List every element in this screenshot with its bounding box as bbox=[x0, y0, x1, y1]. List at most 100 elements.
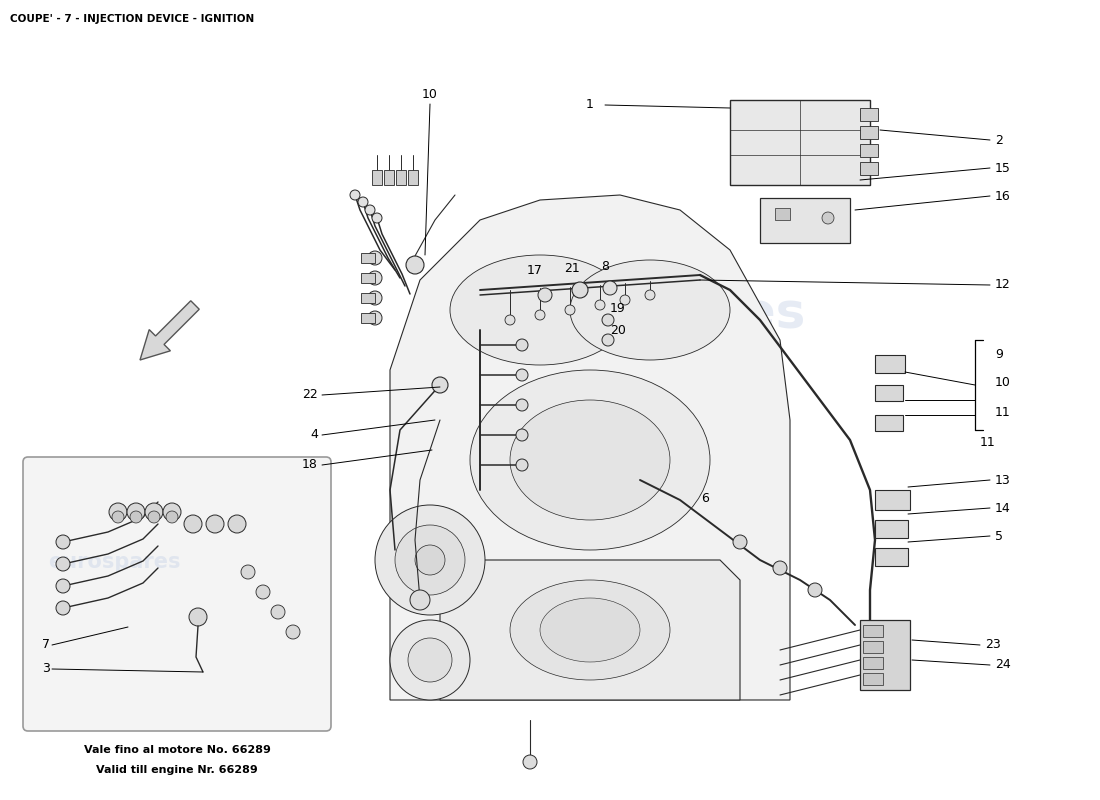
Polygon shape bbox=[440, 560, 740, 700]
Text: 22: 22 bbox=[302, 389, 318, 402]
Circle shape bbox=[56, 557, 70, 571]
Ellipse shape bbox=[540, 598, 640, 662]
Text: 15: 15 bbox=[996, 162, 1011, 174]
Circle shape bbox=[189, 608, 207, 626]
Circle shape bbox=[286, 625, 300, 639]
Text: 10: 10 bbox=[422, 89, 438, 102]
Circle shape bbox=[522, 755, 537, 769]
Ellipse shape bbox=[450, 255, 630, 365]
Text: 7: 7 bbox=[42, 638, 50, 651]
Text: 20: 20 bbox=[610, 323, 626, 337]
Bar bbox=[361, 273, 375, 283]
Bar bbox=[874, 355, 905, 373]
Bar bbox=[396, 170, 406, 185]
Circle shape bbox=[184, 515, 202, 533]
Text: 2: 2 bbox=[996, 134, 1003, 146]
Bar bbox=[361, 293, 375, 303]
Circle shape bbox=[516, 369, 528, 381]
Circle shape bbox=[415, 545, 446, 575]
Circle shape bbox=[516, 429, 528, 441]
Circle shape bbox=[368, 271, 382, 285]
Circle shape bbox=[390, 620, 470, 700]
Circle shape bbox=[56, 601, 70, 615]
Circle shape bbox=[602, 314, 614, 326]
Circle shape bbox=[538, 288, 552, 302]
Circle shape bbox=[368, 311, 382, 325]
Text: Valid till engine Nr. 66289: Valid till engine Nr. 66289 bbox=[96, 765, 257, 775]
Circle shape bbox=[372, 213, 382, 223]
Text: Vale fino al motore No. 66289: Vale fino al motore No. 66289 bbox=[84, 745, 271, 755]
Text: 3: 3 bbox=[42, 662, 50, 675]
Circle shape bbox=[602, 334, 614, 346]
Circle shape bbox=[365, 205, 375, 215]
Bar bbox=[384, 170, 394, 185]
Bar bbox=[361, 313, 375, 323]
Circle shape bbox=[241, 565, 255, 579]
Ellipse shape bbox=[570, 260, 730, 360]
Text: 23: 23 bbox=[984, 638, 1001, 651]
Circle shape bbox=[130, 511, 142, 523]
Text: 8: 8 bbox=[601, 259, 609, 273]
Circle shape bbox=[406, 256, 424, 274]
Text: 17: 17 bbox=[527, 263, 543, 277]
Text: eurospares: eurospares bbox=[510, 490, 773, 532]
Text: 4: 4 bbox=[310, 429, 318, 442]
Bar bbox=[864, 641, 883, 653]
Text: 19: 19 bbox=[610, 302, 626, 314]
Circle shape bbox=[56, 579, 70, 593]
Bar bbox=[874, 385, 903, 401]
Text: eurospares: eurospares bbox=[490, 290, 806, 338]
Circle shape bbox=[350, 190, 360, 200]
Circle shape bbox=[620, 295, 630, 305]
Bar bbox=[860, 144, 878, 157]
Text: 12: 12 bbox=[996, 278, 1011, 291]
FancyArrow shape bbox=[140, 301, 199, 360]
Circle shape bbox=[565, 305, 575, 315]
Bar bbox=[408, 170, 418, 185]
FancyBboxPatch shape bbox=[23, 457, 331, 731]
Text: 10: 10 bbox=[996, 377, 1011, 390]
Bar bbox=[874, 520, 907, 538]
Circle shape bbox=[145, 503, 163, 521]
Circle shape bbox=[126, 503, 145, 521]
Circle shape bbox=[206, 515, 224, 533]
Circle shape bbox=[395, 525, 465, 595]
Circle shape bbox=[358, 197, 368, 207]
Circle shape bbox=[109, 503, 126, 521]
Circle shape bbox=[56, 535, 70, 549]
Bar bbox=[760, 198, 850, 243]
Circle shape bbox=[163, 503, 182, 521]
Circle shape bbox=[773, 561, 786, 575]
Circle shape bbox=[603, 281, 617, 295]
Circle shape bbox=[432, 377, 448, 393]
Polygon shape bbox=[390, 195, 790, 700]
Circle shape bbox=[408, 638, 452, 682]
Circle shape bbox=[271, 605, 285, 619]
Text: 11: 11 bbox=[980, 437, 996, 450]
Circle shape bbox=[516, 459, 528, 471]
Text: 21: 21 bbox=[564, 262, 580, 274]
Circle shape bbox=[368, 251, 382, 265]
Text: 13: 13 bbox=[996, 474, 1011, 486]
Bar bbox=[372, 170, 382, 185]
Bar bbox=[864, 625, 883, 637]
Text: 1: 1 bbox=[586, 98, 594, 111]
Circle shape bbox=[595, 300, 605, 310]
Ellipse shape bbox=[470, 370, 710, 550]
Text: 14: 14 bbox=[996, 502, 1011, 514]
Circle shape bbox=[822, 212, 834, 224]
Circle shape bbox=[505, 315, 515, 325]
Circle shape bbox=[645, 290, 654, 300]
Circle shape bbox=[256, 585, 270, 599]
Text: eurospares: eurospares bbox=[48, 552, 180, 572]
Circle shape bbox=[733, 535, 747, 549]
Bar bbox=[874, 490, 910, 510]
Circle shape bbox=[572, 282, 588, 298]
Ellipse shape bbox=[510, 400, 670, 520]
Circle shape bbox=[148, 511, 159, 523]
Text: 6: 6 bbox=[701, 491, 708, 505]
Bar bbox=[860, 620, 910, 690]
Circle shape bbox=[808, 583, 822, 597]
Text: 11: 11 bbox=[996, 406, 1011, 419]
Bar bbox=[730, 100, 870, 185]
